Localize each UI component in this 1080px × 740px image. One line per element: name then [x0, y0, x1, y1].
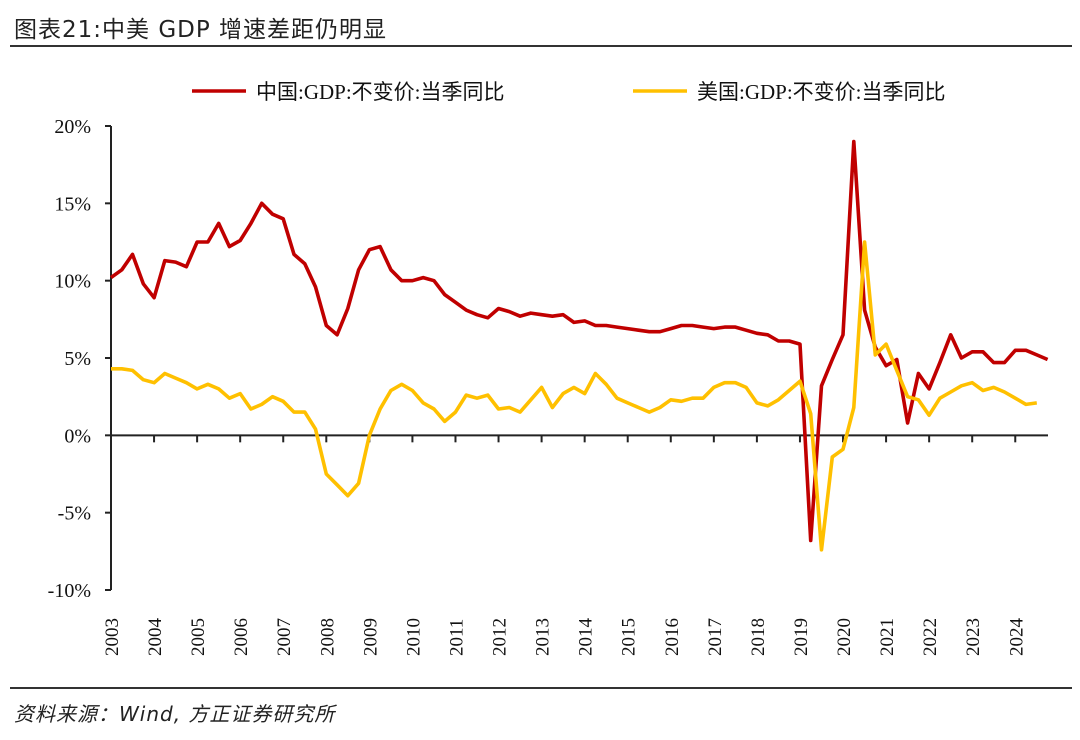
x-tick-label: 2010 — [403, 618, 424, 656]
x-tick-label: 2023 — [963, 618, 984, 656]
legend-label: 中国:GDP:不变价:当季同比 — [256, 80, 505, 104]
y-tick-label: -5% — [58, 503, 91, 525]
x-tick-label: 2015 — [619, 618, 640, 656]
x-tick-label: 2022 — [920, 618, 941, 656]
y-tick-label: 10% — [54, 271, 91, 293]
source-note: 资料来源：Wind, 方正证券研究所 — [14, 702, 336, 726]
x-tick-label: 2021 — [877, 618, 898, 656]
x-tick-label: 2006 — [231, 618, 252, 656]
x-tick-label: 2016 — [662, 618, 683, 656]
series-line-us — [111, 240, 1038, 552]
x-tick-label: 2017 — [705, 618, 726, 656]
x-tick-label: 2018 — [748, 618, 769, 656]
y-tick-label: -10% — [48, 580, 91, 602]
x-tick-label: 2014 — [576, 618, 597, 657]
title-divider — [10, 45, 1072, 47]
chart-title: 图表21:中美 GDP 增速差距仍明显 — [14, 17, 388, 43]
x-tick-label: 2024 — [1006, 618, 1027, 657]
source-divider — [10, 687, 1072, 689]
x-tick-label: 2011 — [446, 619, 467, 656]
y-tick-label: 20% — [54, 116, 91, 138]
y-tick-label: 5% — [64, 348, 91, 370]
x-tick-label: 2020 — [834, 618, 855, 656]
axes: 20% 15% 10% 5% 0% -5% -10% 2003 2004 2005 2006 2007… — [48, 116, 1048, 656]
y-tick-label: 0% — [64, 425, 91, 447]
legend: 中国:GDP:不变价:当季同比 美国:GDP:不变价:当季同比 — [192, 80, 946, 104]
x-tick-label: 2009 — [360, 618, 381, 656]
x-tick-label: 2012 — [490, 618, 511, 656]
x-tick-label: 2019 — [791, 618, 812, 656]
legend-label: 美国:GDP:不变价:当季同比 — [697, 80, 946, 104]
x-tick-label: 2013 — [533, 618, 554, 656]
x-tick-label: 2005 — [188, 618, 209, 656]
y-tick-label: 15% — [54, 193, 91, 215]
x-tick-label: 2003 — [102, 618, 123, 656]
series-lines — [109, 139, 1049, 552]
x-tick-label: 2004 — [145, 618, 166, 657]
x-tick-label: 2007 — [274, 618, 295, 656]
x-tick-label: 2008 — [317, 618, 338, 656]
series-line-china — [109, 139, 1049, 543]
